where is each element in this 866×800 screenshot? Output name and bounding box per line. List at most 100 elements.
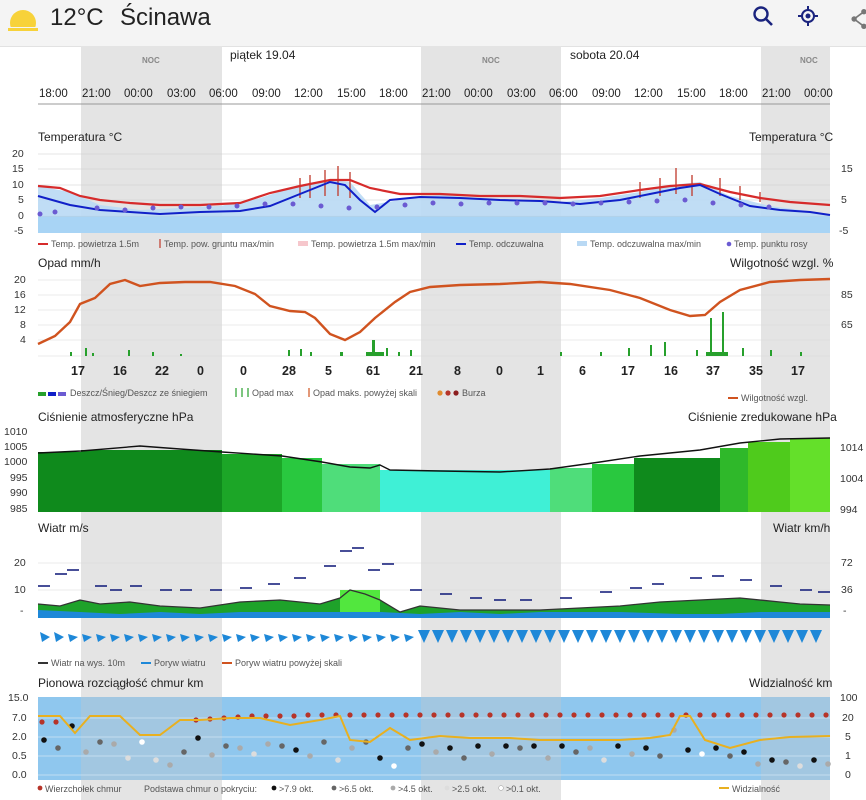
hour-label: 09:00 <box>592 88 621 100</box>
hour-label: 00:00 <box>124 88 153 100</box>
hour-label: 18:00 <box>719 88 748 100</box>
night-label: NOC <box>800 56 818 65</box>
clouds-title: Pionowa rozciągłość chmur km <box>38 676 204 690</box>
pressure-axis-label: 985 <box>10 503 28 515</box>
precip-legend-item: Burza <box>462 388 486 398</box>
precip-value: 17 <box>791 364 805 378</box>
pressure-axis-label: 1000 <box>4 456 28 468</box>
precip-value: 1 <box>537 364 544 378</box>
visibility-title: Widzialność km <box>749 676 833 690</box>
clouds-axis-label: 0.5 <box>12 750 27 762</box>
clouds-legend-markers <box>37 785 729 791</box>
temp-legend-item: Temp. pow. gruntu max/min <box>164 239 275 249</box>
visibility-axis-label: 5 <box>845 731 851 743</box>
hour-label: 06:00 <box>209 88 238 100</box>
temp-legend-item: Temp. odczuwalna <box>469 239 544 249</box>
precip-axis-label: 4 <box>20 334 26 346</box>
pressure-line <box>37 437 831 473</box>
wind-axis-label-right: 72 <box>841 557 853 569</box>
clouds-chart <box>38 697 831 780</box>
pressure-axis-label-right: 994 <box>840 504 858 516</box>
precip-title: Opad mm/h <box>38 256 101 270</box>
locate-icon[interactable] <box>797 5 819 27</box>
hour-label: 18:00 <box>379 88 408 100</box>
date-label: piątek 19.04 <box>230 48 296 62</box>
temperature-title-right: Temperatura °C <box>749 130 834 144</box>
date-label: sobota 20.04 <box>570 48 640 62</box>
pressure-chart <box>37 437 831 512</box>
clouds-legend-item: Podstawa chmur o pokryciu: <box>144 784 258 794</box>
clouds-legend-item: >2.5 okt. <box>452 784 487 794</box>
precip-gridlines <box>38 279 830 357</box>
precipitation-chart <box>37 277 831 357</box>
wind-axis-label: 20 <box>14 557 26 569</box>
clouds-axis-label: 7.0 <box>12 712 27 724</box>
temp-axis-label-right: 5 <box>841 194 847 206</box>
hour-label: 18:00 <box>39 88 68 100</box>
precip-value: 37 <box>706 364 720 378</box>
pressure-title-right: Ciśnienie zredukowane hPa <box>688 410 837 424</box>
temp-legend-item: Temp. punktu rosy <box>734 239 808 249</box>
pressure-axis-label: 990 <box>10 487 28 499</box>
precip-axis-label: 20 <box>14 274 26 286</box>
hour-label: 09:00 <box>252 88 281 100</box>
top-bar: 12°C Ścinawa <box>0 0 866 47</box>
clouds-legend-item: >0.1 okt. <box>506 784 541 794</box>
clouds-legend-item: >7.9 okt. <box>279 784 314 794</box>
precip-value: 8 <box>454 364 461 378</box>
precip-value: 6 <box>579 364 586 378</box>
precip-legend-item: Deszcz/Śnieg/Deszcz ze śniegiem <box>70 388 208 398</box>
hour-label: 15:00 <box>677 88 706 100</box>
air-temp-line <box>37 178 831 207</box>
search-icon[interactable] <box>752 5 774 27</box>
current-temperature: 12°C <box>50 4 104 31</box>
temp-axis-label: 5 <box>18 194 24 206</box>
precip-legend-markers <box>38 388 738 399</box>
precip-value: 17 <box>71 364 85 378</box>
precip-value: 61 <box>366 364 380 378</box>
wind-axis-label: - <box>20 605 24 617</box>
hour-label: 00:00 <box>804 88 833 100</box>
wind-legend-item: Wiatr na wys. 10m <box>51 658 126 668</box>
feels-like-line <box>37 180 831 216</box>
cloud-base-dots <box>41 723 831 769</box>
wind-title: Wiatr m/s <box>38 521 89 535</box>
precip-value: 22 <box>155 364 169 378</box>
wind-area <box>38 590 830 618</box>
visibility-axis-label: 0 <box>845 769 851 781</box>
clouds-axis-label: 0.0 <box>12 769 27 781</box>
precip-value: 0 <box>496 364 503 378</box>
share-icon[interactable] <box>848 8 866 30</box>
night-label: NOC <box>482 56 500 65</box>
precip-axis-label: 8 <box>20 319 26 331</box>
clouds-legend-item: >6.5 okt. <box>339 784 374 794</box>
wind-axis-label-right: - <box>843 605 847 617</box>
humidity-line <box>37 277 831 346</box>
dew-point-dots <box>37 197 772 217</box>
precip-bars <box>70 312 802 356</box>
temp-legend-item: Temp. odczuwalna max/min <box>590 239 702 249</box>
precip-value: 28 <box>282 364 296 378</box>
pressure-axis-label: 1010 <box>4 426 28 438</box>
hour-label: 21:00 <box>422 88 451 100</box>
precip-value: 5 <box>325 364 332 378</box>
hour-label: 21:00 <box>82 88 111 100</box>
gust-markers <box>38 547 830 601</box>
sun-icon <box>6 10 40 32</box>
precip-legend-item: Wilgotność wzgl. <box>741 393 809 403</box>
precip-value: 0 <box>197 364 204 378</box>
humidity-axis-label: 85 <box>841 289 853 301</box>
humidity-title: Wilgotność wzgl. % <box>730 256 834 270</box>
humidity-axis-label: 65 <box>841 319 853 331</box>
night-band <box>761 46 830 800</box>
precip-value: 17 <box>621 364 635 378</box>
clouds-legend-item: Wierzchołek chmur <box>45 784 122 794</box>
hour-label: 06:00 <box>549 88 578 100</box>
pressure-axis-label: 995 <box>10 472 28 484</box>
night-band <box>81 46 222 800</box>
precip-axis-label: 16 <box>14 289 26 301</box>
temp-axis-label-right: 15 <box>841 163 853 175</box>
precip-legend-item: Opad maks. powyżej skali <box>313 388 418 398</box>
temp-axis-label: 10 <box>12 179 24 191</box>
